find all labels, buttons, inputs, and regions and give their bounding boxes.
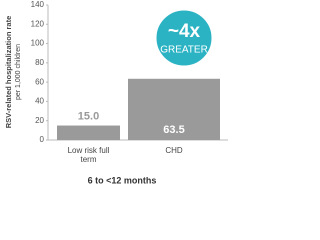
x-tick-label: CHD: [165, 146, 183, 155]
y-tick-label: 0: [40, 135, 45, 144]
x-tick-label: Low risk full term: [67, 146, 110, 164]
value-label: 15.0: [78, 110, 99, 122]
x-axis-label: 6 to <12 months: [88, 175, 157, 185]
y-axis-sublabel: per 1,000 children: [15, 44, 22, 100]
y-tick-label: 80: [35, 58, 44, 67]
y-tick-label: 20: [35, 116, 44, 125]
bar: [57, 125, 120, 140]
y-tick-label: 60: [35, 77, 44, 86]
chart: RSV-related hospitalization rate per 1,0…: [4, 0, 228, 185]
y-tick-label: 120: [31, 19, 45, 28]
value-label: 63.5: [163, 124, 184, 136]
y-tick-label: 140: [31, 0, 45, 9]
page: RSV-related hospitalization rate per 1,0…: [3, 0, 228, 186]
y-axis-label: RSV-related hospitalization rate: [4, 16, 13, 129]
annotation-subtext: GREATER: [160, 45, 208, 56]
annotation-badge: [153, 7, 215, 69]
y-tick-label: 100: [31, 39, 45, 48]
annotation-text: ~4x: [168, 21, 201, 42]
y-tick-label: 40: [35, 97, 44, 106]
bar: [128, 78, 220, 140]
